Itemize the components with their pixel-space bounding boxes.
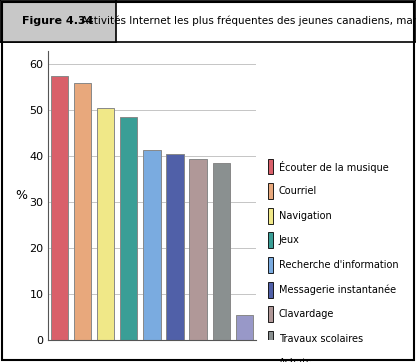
- Text: Figure 4.34: Figure 4.34: [22, 16, 94, 26]
- Text: Activités Internet les plus fréquentes des jeunes canadiens, mars 2000: Activités Internet les plus fréquentes d…: [81, 16, 416, 26]
- Text: Courriel: Courriel: [279, 186, 317, 196]
- Bar: [268, 331, 273, 347]
- Bar: [74, 83, 91, 340]
- Text: Écouter de la musique: Écouter de la musique: [279, 160, 389, 173]
- Bar: [268, 232, 273, 248]
- Bar: [268, 355, 273, 362]
- Text: Jeux: Jeux: [279, 235, 300, 245]
- Bar: [268, 282, 273, 298]
- Text: Recherche d'information: Recherche d'information: [279, 260, 399, 270]
- Bar: [268, 306, 273, 322]
- Bar: [268, 159, 273, 174]
- Bar: [120, 117, 137, 340]
- Bar: [189, 159, 207, 340]
- Text: Clavardage: Clavardage: [279, 309, 334, 319]
- Text: Messagerie instantanée: Messagerie instantanée: [279, 284, 396, 295]
- Y-axis label: %: %: [15, 189, 27, 202]
- Bar: [268, 208, 273, 224]
- Bar: [97, 108, 114, 340]
- Bar: [143, 150, 161, 340]
- Bar: [51, 76, 68, 340]
- Bar: [268, 183, 273, 199]
- Bar: [166, 154, 183, 340]
- Text: Navigation: Navigation: [279, 211, 332, 221]
- Bar: [235, 315, 253, 340]
- Bar: [268, 257, 273, 273]
- Bar: [0, 0, 116, 42]
- Text: Travaux scolaires: Travaux scolaires: [279, 334, 363, 344]
- Bar: [213, 163, 230, 340]
- Text: Achats: Achats: [279, 358, 312, 362]
